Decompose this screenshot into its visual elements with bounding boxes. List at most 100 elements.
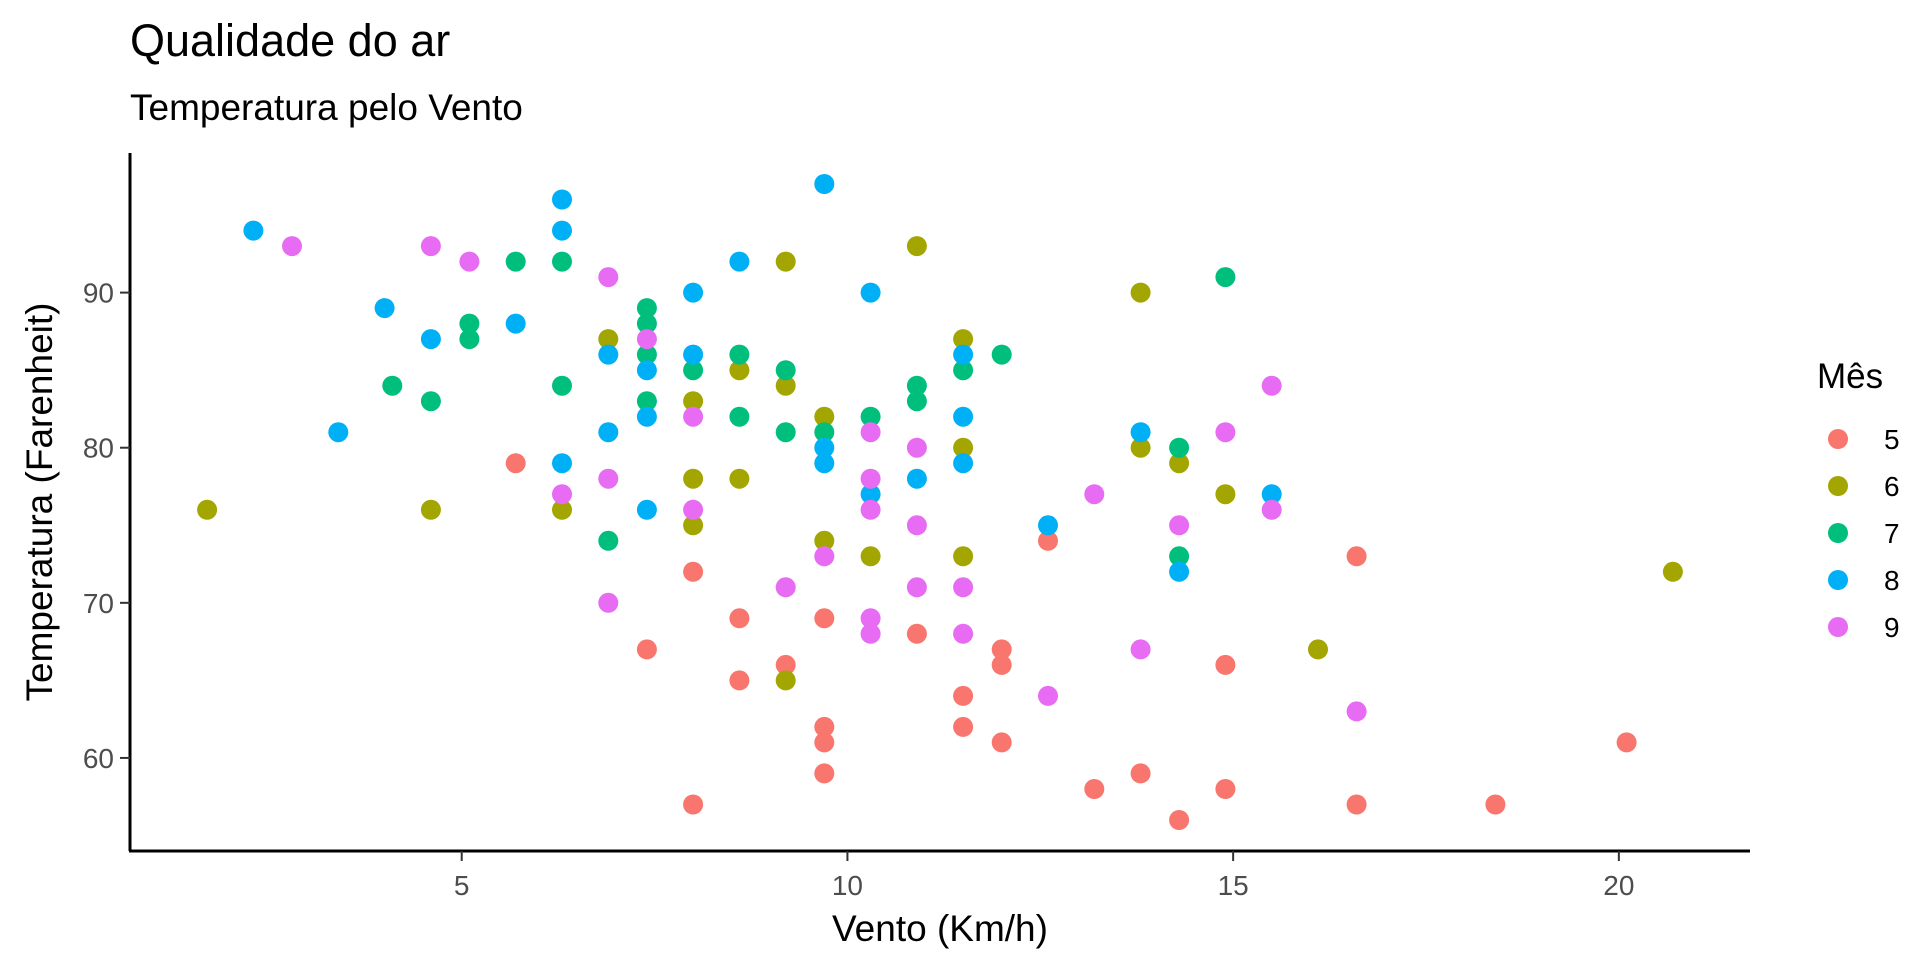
data-point-month-8 <box>729 251 750 272</box>
data-point-month-7 <box>382 375 403 396</box>
x-tick-label: 5 <box>454 870 470 901</box>
data-point-month-8 <box>505 313 526 334</box>
data-point-month-6 <box>953 329 974 350</box>
data-point-month-8 <box>814 453 835 474</box>
data-point-month-9 <box>860 608 881 629</box>
data-point-month-5 <box>1616 732 1637 753</box>
data-point-month-5 <box>953 685 974 706</box>
data-point-month-6 <box>683 515 704 536</box>
data-point-month-8 <box>328 422 349 443</box>
data-point-month-9 <box>636 329 657 350</box>
data-point-month-8 <box>636 406 657 427</box>
data-point-month-5 <box>1215 779 1236 799</box>
data-point-month-5 <box>505 453 526 474</box>
data-point-month-8 <box>1038 515 1058 536</box>
data-point-month-6 <box>683 391 704 412</box>
data-point-month-7 <box>953 360 974 381</box>
data-point-month-5 <box>1038 530 1058 551</box>
data-point-month-6 <box>729 360 750 381</box>
legend-label-month-6: 6 <box>1884 471 1900 502</box>
data-point-month-5 <box>953 716 974 737</box>
data-point-month-5 <box>814 763 835 784</box>
data-point-month-6 <box>197 499 218 520</box>
data-point-month-8 <box>636 499 657 520</box>
data-point-month-9 <box>860 468 881 489</box>
data-point-month-5 <box>1169 810 1190 830</box>
data-point-month-9 <box>1084 484 1105 505</box>
data-point-month-9 <box>775 577 796 598</box>
data-point-month-8 <box>552 189 572 210</box>
data-point-month-7 <box>505 251 526 272</box>
data-point-month-7 <box>552 375 572 396</box>
y-tick-label: 70 <box>83 588 114 619</box>
data-point-month-9 <box>683 499 704 520</box>
data-point-month-6 <box>814 530 835 551</box>
data-point-month-5 <box>991 732 1012 753</box>
data-point-month-7 <box>636 344 657 365</box>
data-point-month-9 <box>906 515 927 536</box>
data-point-month-6 <box>1662 561 1683 582</box>
x-ticks: 5 10 15 20 <box>454 851 1634 901</box>
legend-label-month-8: 8 <box>1884 565 1900 596</box>
y-tick-label: 60 <box>83 743 114 774</box>
data-point-month-8 <box>906 468 927 489</box>
data-point-month-9 <box>552 484 572 505</box>
data-point-month-9 <box>683 406 704 427</box>
data-point-month-9 <box>953 577 974 598</box>
data-point-month-8 <box>860 484 881 505</box>
data-point-month-7 <box>1169 546 1190 567</box>
data-point-month-7 <box>775 422 796 443</box>
data-point-month-8 <box>953 406 974 427</box>
data-point-month-5 <box>683 561 704 582</box>
data-point-month-5 <box>729 670 750 691</box>
data-point-month-5 <box>1346 794 1367 815</box>
data-point-month-9 <box>1130 639 1151 660</box>
data-point-month-7 <box>552 251 572 272</box>
data-point-month-6 <box>1130 437 1151 458</box>
x-tick-label: 15 <box>1218 870 1249 901</box>
data-point-month-5 <box>1485 794 1506 815</box>
data-point-month-8 <box>1261 484 1282 505</box>
data-point-month-7 <box>636 298 657 319</box>
data-point-month-8 <box>598 344 619 365</box>
data-point-month-6 <box>420 499 441 520</box>
data-point-month-5 <box>775 654 796 675</box>
data-point-month-6 <box>729 468 750 489</box>
data-point-month-8 <box>953 344 974 365</box>
data-point-month-9 <box>459 251 480 272</box>
data-point-month-7 <box>814 422 835 443</box>
y-tick-label: 90 <box>83 278 114 309</box>
data-point-month-7 <box>1215 267 1236 288</box>
y-axis-title: Temperatura (Farenheit) <box>19 303 60 702</box>
data-point-month-6 <box>953 437 974 458</box>
data-point-month-5 <box>683 794 704 815</box>
data-point-month-8 <box>552 220 572 241</box>
data-point-month-9 <box>1346 701 1367 722</box>
points-layer <box>197 174 1683 830</box>
legend: Mês 5 6 7 8 9 <box>1817 357 1900 643</box>
data-point-month-5 <box>1084 779 1105 799</box>
data-point-month-9 <box>282 236 302 257</box>
data-point-month-5 <box>991 654 1012 675</box>
data-point-month-7 <box>636 391 657 412</box>
data-point-month-6 <box>953 546 974 567</box>
data-point-month-5 <box>991 639 1012 660</box>
data-point-month-6 <box>552 499 572 520</box>
data-point-month-6 <box>860 546 881 567</box>
x-axis-title: Vento (Km/h) <box>832 908 1048 949</box>
data-point-month-5 <box>814 608 835 629</box>
data-point-month-9 <box>860 422 881 443</box>
data-point-month-7 <box>636 313 657 334</box>
x-tick-label: 10 <box>832 870 863 901</box>
data-point-month-6 <box>814 406 835 427</box>
chart-subtitle: Temperatura pelo Vento <box>130 87 523 128</box>
data-point-month-9 <box>860 499 881 520</box>
data-point-month-8 <box>1169 561 1190 582</box>
data-point-month-9 <box>598 468 619 489</box>
data-point-month-9 <box>1169 515 1190 536</box>
data-point-month-9 <box>906 437 927 458</box>
legend-label-month-5: 5 <box>1884 424 1900 455</box>
data-point-month-6 <box>775 251 796 272</box>
data-point-month-6 <box>906 236 927 257</box>
